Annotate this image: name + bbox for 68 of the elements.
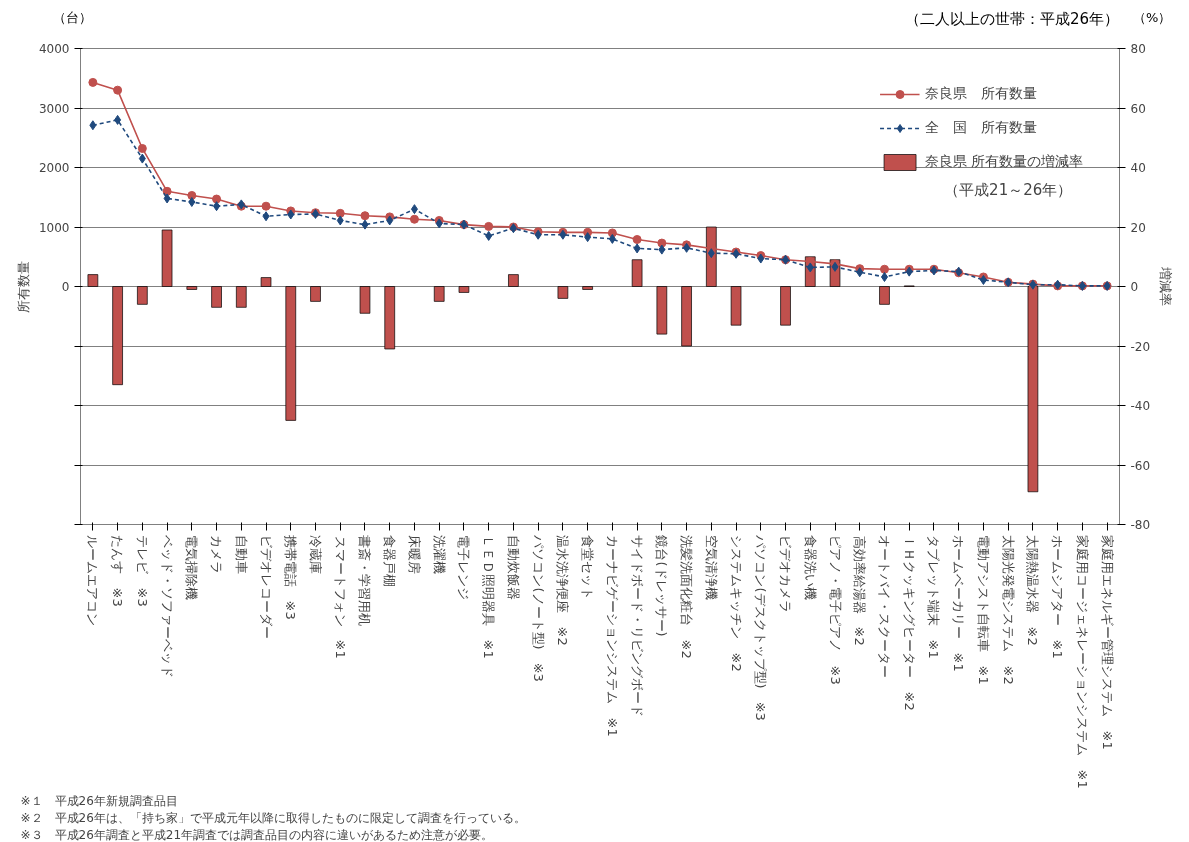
x-tick-label: 床暖房 bbox=[406, 535, 422, 575]
y2-tick-label: -20 bbox=[1130, 339, 1151, 354]
x-tick-label: 空気清浄機 bbox=[703, 535, 719, 601]
text: ※２ 平成26年は、「持ち家」で平成元年以降に取得したものに限定して調査を行っている。 bbox=[20, 811, 526, 825]
x-tick-label: カーナビゲーションシステム ※1 bbox=[604, 535, 620, 737]
x-tick-label: 食器戸棚 bbox=[382, 535, 398, 588]
y-tick-label: 2000 bbox=[38, 161, 70, 175]
x-tick-label: 食器洗い機 bbox=[802, 535, 818, 601]
y-tick-label: 3000 bbox=[38, 101, 70, 116]
x-tick-label: 洗濯機 bbox=[431, 535, 447, 575]
x-tick-label: ホームシアター ※1 bbox=[1050, 535, 1066, 659]
y2-tick-label: 0 bbox=[1130, 280, 1139, 294]
x-tick-label: システムキッチン ※2 bbox=[728, 535, 744, 672]
x-tick-label: 電気掃除機 bbox=[184, 535, 200, 601]
x-tick-label: ピアノ・電子ピアノ ※3 bbox=[827, 535, 843, 685]
y2-tick-label: 40 bbox=[1130, 161, 1146, 175]
x-tick-label: 温水洗浄便座 ※2 bbox=[555, 535, 571, 646]
legend-label: 奈良県 所有数量の増減率 bbox=[924, 153, 1083, 171]
x-tick-label: テレビ ※3 bbox=[134, 535, 150, 607]
x-tick-label: サイドボード・リビングボード bbox=[629, 535, 645, 718]
text: ※１ 平成26年新規調査品目 bbox=[20, 794, 178, 808]
y2-axis-title: 増減率 bbox=[1158, 266, 1174, 306]
x-tick-label: オートバイ・スクーター bbox=[876, 535, 892, 679]
x-tick-label: ＩＨクッキングヒーター ※2 bbox=[901, 535, 917, 711]
x-tick-label: 書斎・学習用机 bbox=[357, 535, 373, 627]
x-tick-label: カメラ bbox=[209, 535, 225, 575]
y2-tick-label: 80 bbox=[1130, 42, 1146, 56]
text: ※３ 平成26年調査と平成21年調査では調査品目の内容に違いがあるため注意が必要。 bbox=[20, 828, 494, 842]
x-tick-label: ビデオレコーダー bbox=[258, 535, 274, 640]
x-tick-label: タブレット端末 ※1 bbox=[926, 535, 942, 659]
annotation: （平成21～26年） bbox=[944, 180, 1073, 199]
x-tick-label: 自動車 bbox=[233, 535, 249, 575]
x-tick-label: 家庭用エネルギー管理システム ※1 bbox=[1099, 535, 1115, 750]
y2-tick-label: -80 bbox=[1130, 518, 1151, 532]
x-tick-label: 太陽熱温水器 ※2 bbox=[1025, 535, 1041, 646]
x-tick-label: スマートフォン ※1 bbox=[332, 535, 348, 659]
y2-tick-label: -40 bbox=[1130, 399, 1151, 413]
x-tick-label: ＬＥＤ照明器具 ※1 bbox=[481, 535, 497, 659]
y2-tick-label: 60 bbox=[1130, 101, 1146, 116]
y-tick-label: 4000 bbox=[38, 42, 70, 56]
x-tick-label: ビデオカメラ bbox=[778, 535, 794, 614]
x-tick-label: 電動アシスト自転車 ※1 bbox=[975, 535, 991, 685]
x-tick-label: ベッド・ソファーベッド bbox=[159, 535, 175, 679]
x-tick-label: パソコン(ノート型) ※3 bbox=[530, 534, 546, 682]
x-tick-label: ルームエアコン bbox=[85, 535, 101, 627]
text: （台） bbox=[53, 9, 92, 27]
x-tick-label: 冷蔵庫 bbox=[308, 535, 324, 575]
text: （%） bbox=[1133, 9, 1172, 27]
x-tick-label: 洗髪洗面化粧台 ※2 bbox=[679, 535, 695, 659]
x-tick-label: ホームベーカリー ※1 bbox=[951, 535, 967, 672]
text: （二人以上の世帯：平成26年） bbox=[904, 9, 1119, 30]
x-tick-label: 携帯電話 ※3 bbox=[283, 535, 299, 620]
x-tick-label: たんす ※3 bbox=[110, 535, 126, 607]
x-tick-label: 電子レンジ bbox=[456, 535, 472, 601]
y-tick-label: 1000 bbox=[38, 220, 70, 235]
x-tick-label: 自動炊飯器 bbox=[505, 535, 521, 601]
y2-tick-label: 20 bbox=[1130, 220, 1146, 235]
x-tick-label: パソコン(デスクトップ型) ※3 bbox=[753, 534, 769, 721]
x-tick-label: 家庭用コージェネレーションシステム ※1 bbox=[1074, 535, 1090, 789]
x-tick-label: 太陽光発電システム ※2 bbox=[1000, 535, 1016, 685]
x-tick-label: 食堂セット bbox=[580, 535, 596, 601]
legend-label: 奈良県 所有数量 bbox=[924, 85, 1037, 103]
y-axis-title: 所有数量 bbox=[15, 260, 31, 313]
y-tick-label: 0 bbox=[61, 280, 70, 294]
y2-tick-label: -60 bbox=[1130, 458, 1151, 473]
x-tick-label: 鏡台(ドレッサー) bbox=[654, 535, 670, 637]
legend-label: 全 国 所有数量 bbox=[924, 119, 1037, 137]
x-tick-label: 高効率給湯器 ※2 bbox=[852, 535, 868, 646]
